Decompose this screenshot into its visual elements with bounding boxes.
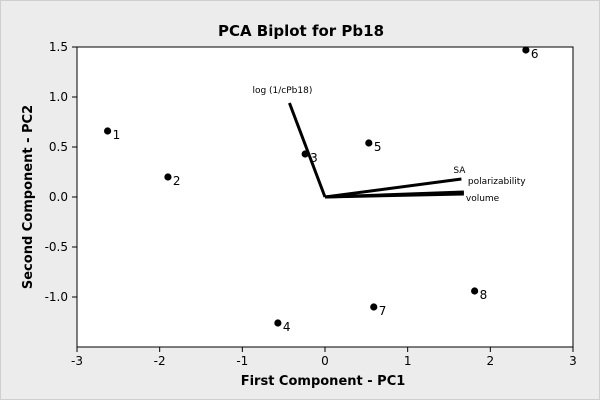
score-point-label: 8 (480, 288, 488, 302)
x-tick-label: -3 (71, 354, 83, 368)
loading-vector-label: volume (466, 194, 500, 204)
score-point-label: 2 (173, 174, 181, 188)
y-tick-label: 1.5 (49, 40, 68, 54)
x-tick-label: 2 (487, 354, 495, 368)
score-point-label: 4 (283, 320, 291, 334)
x-tick-label: -2 (154, 354, 166, 368)
score-point-label: 7 (379, 304, 387, 318)
score-point (301, 150, 309, 158)
score-point (365, 139, 373, 147)
score-point (471, 287, 479, 295)
score-point (522, 46, 530, 54)
loading-vector-line (288, 102, 327, 198)
x-tick-label: 3 (569, 354, 577, 368)
score-point (164, 173, 172, 181)
chart-title: PCA Biplot for Pb18 (218, 22, 384, 40)
axis-ticks: -3 -2 -1 0 1 2 3 1.5 1.0 0.5 0.0 -0.5 -1.0 (45, 40, 577, 368)
loading-vector-line (324, 177, 462, 199)
x-tick-label: -1 (236, 354, 248, 368)
loading-vector-label: SA (453, 166, 466, 176)
y-tick-label: 1.0 (49, 90, 68, 104)
score-point-label: 1 (113, 128, 121, 142)
loading-vector-label: log (1/cPb18) (252, 86, 312, 96)
y-tick-label: 0.0 (49, 190, 68, 204)
score-point-label: 6 (531, 47, 539, 61)
score-point-label: 5 (374, 140, 382, 154)
x-axis-label: First Component - PC1 (241, 374, 406, 389)
score-point (103, 127, 112, 135)
score-point (274, 319, 282, 327)
y-axis-label: Second Component - PC2 (21, 105, 36, 289)
score-point-label: 3 (310, 151, 318, 165)
y-tick-label: -0.5 (45, 240, 68, 254)
score-points: 1 2 3 4 5 6 7 8 (103, 46, 539, 334)
y-tick-label: 0.5 (49, 140, 68, 154)
loading-vector-label: polarizability (468, 177, 526, 187)
y-tick-label: -1.0 (45, 290, 68, 304)
x-tick-label: 0 (321, 354, 329, 368)
score-point (370, 303, 378, 311)
x-tick-label: 1 (404, 354, 412, 368)
loading-vector-line (324, 192, 464, 199)
